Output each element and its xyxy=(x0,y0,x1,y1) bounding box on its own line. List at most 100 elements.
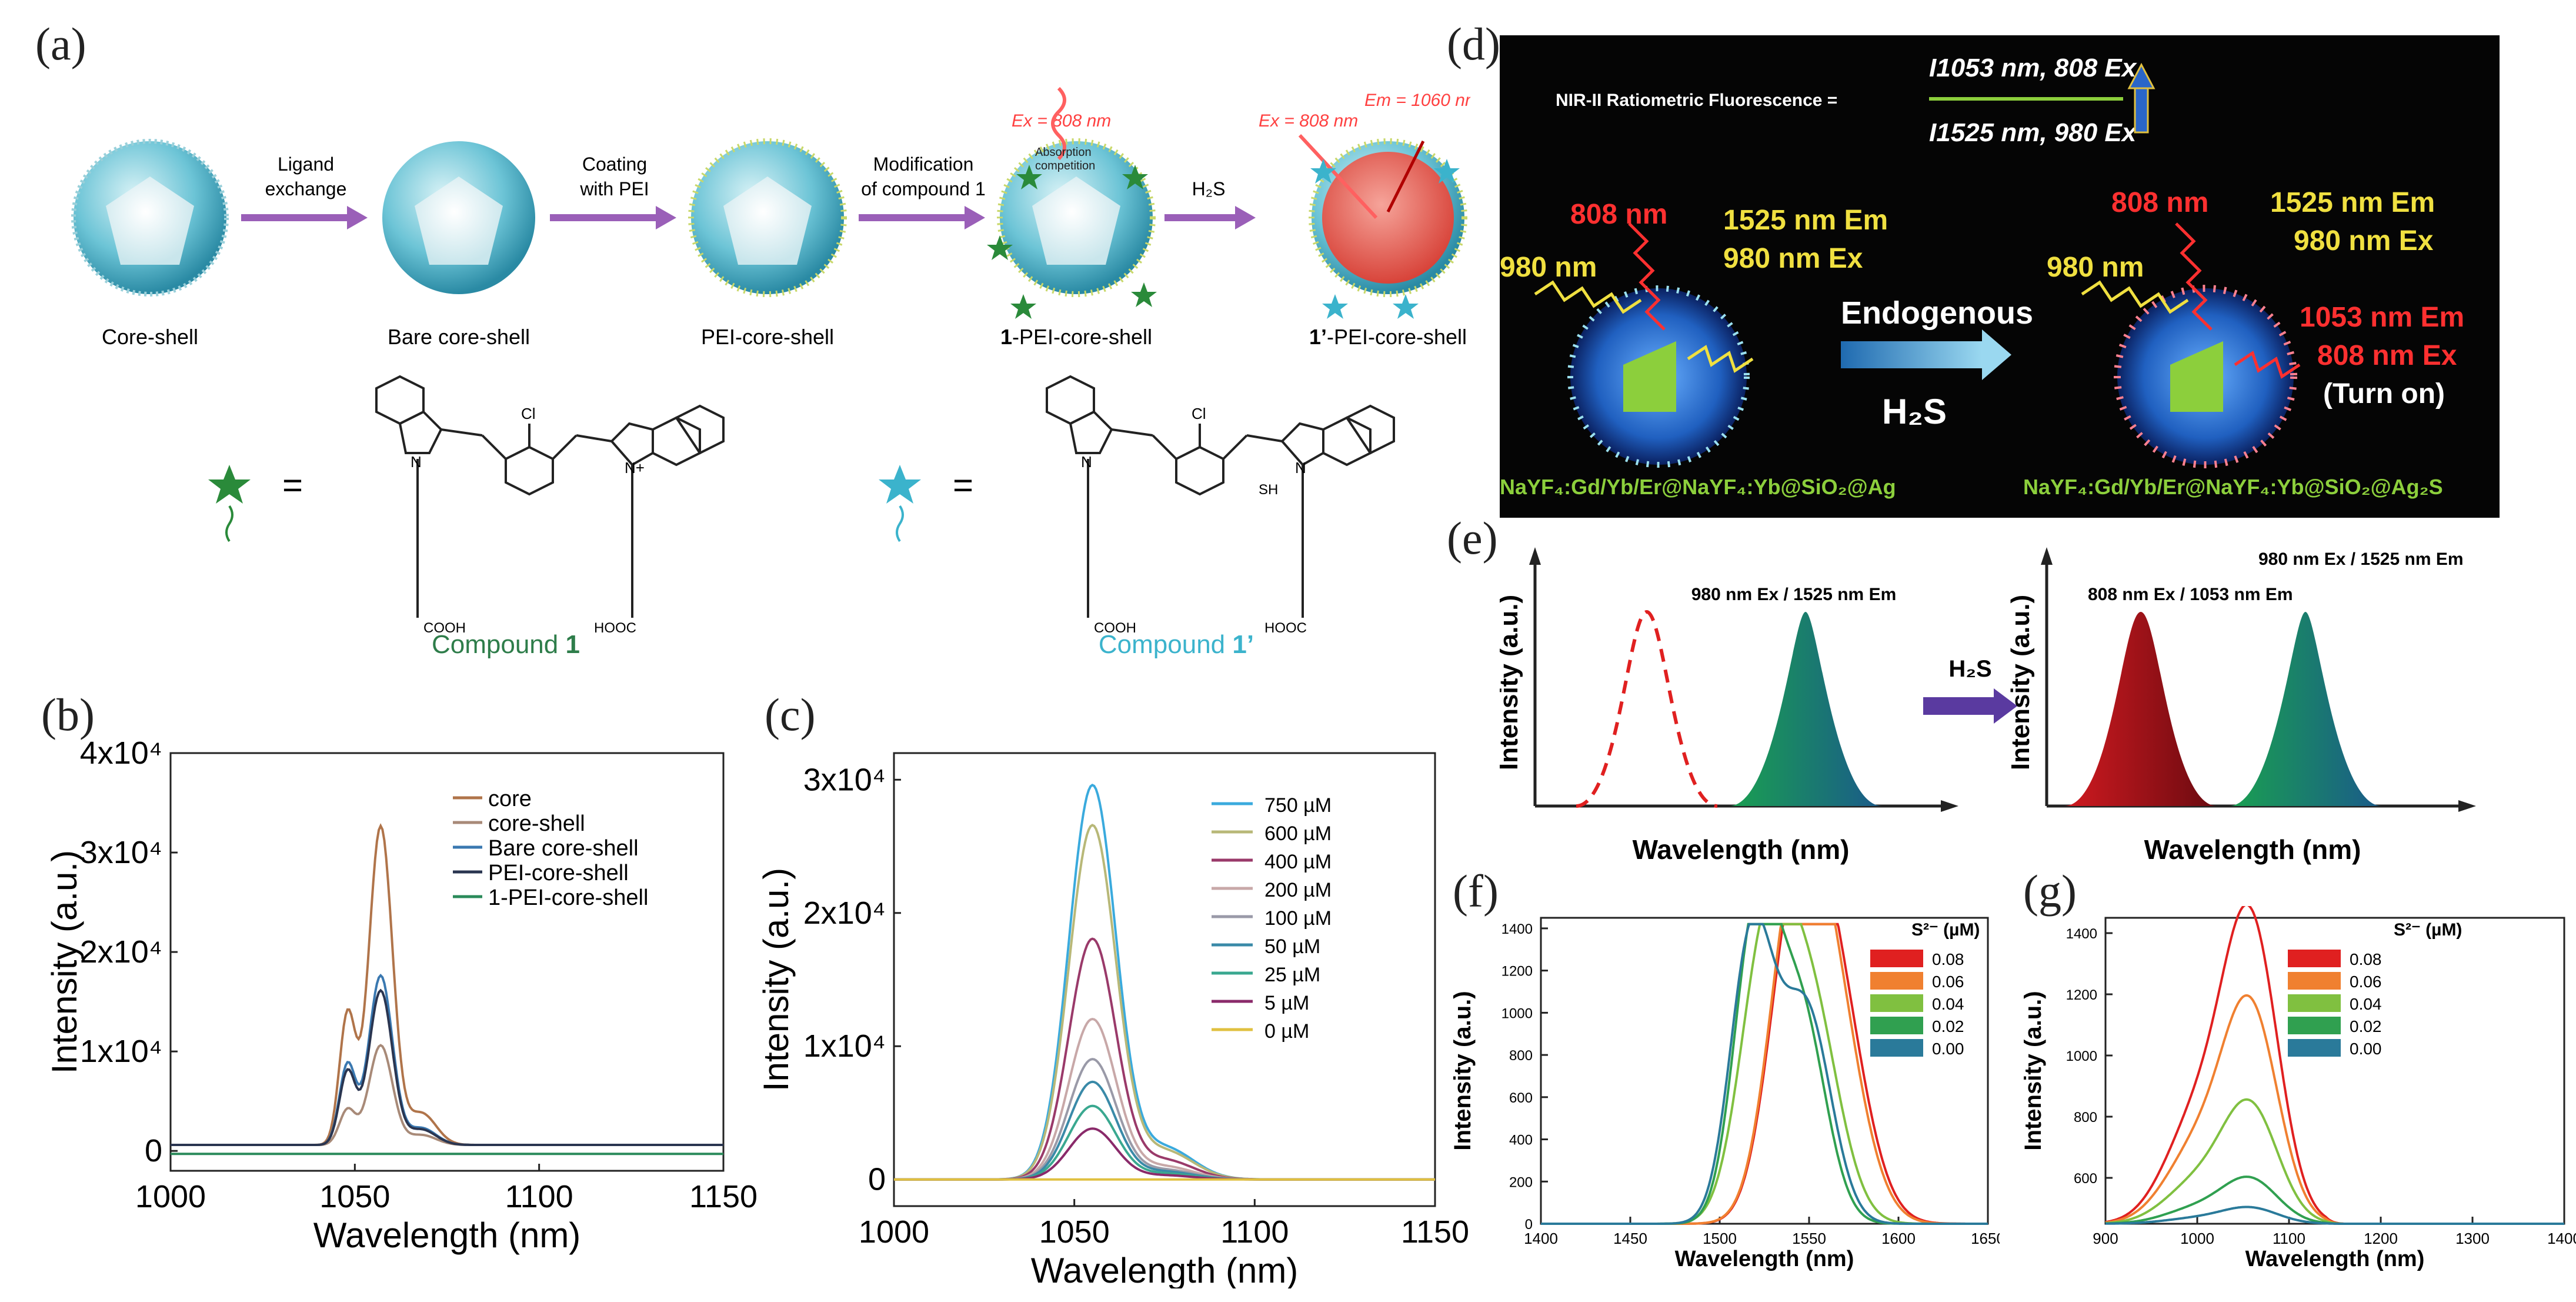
particle-2-label: Bare core-shell xyxy=(388,325,530,349)
right-808-beam xyxy=(2175,222,2213,331)
chem-hooc-1: HOOC xyxy=(594,620,636,636)
arrow-2-label-1: Coating xyxy=(582,154,647,175)
legend-label: 0.04 xyxy=(1932,995,1964,1013)
compound-1-legend: = xyxy=(208,465,303,542)
legend-title: S²⁻ (µM) xyxy=(1911,920,1980,940)
compound-star-icon xyxy=(1434,159,1460,184)
legend-label: 0.08 xyxy=(1932,950,1964,968)
legend-label: core-shell xyxy=(488,811,585,836)
y-tick-label: 1000 xyxy=(2066,1048,2097,1064)
e-right-peak1-label: 980 nm Ex / 1525 nm Em xyxy=(2258,550,2464,569)
legend-swatch xyxy=(2288,1017,2341,1034)
legend-label: core xyxy=(488,787,532,811)
ratiometric-title: NIR-II Ratiometric Fluorescence = xyxy=(1556,91,1837,110)
legend-swatch xyxy=(2288,1039,2341,1057)
y-tick-label: 0 xyxy=(868,1162,886,1197)
chem-cl-2: Cl xyxy=(1192,405,1206,422)
arrow-4: H₂S xyxy=(1164,178,1256,229)
formula-right: NaYF₄:Gd/Yb/Er@NaYF₄:Yb@SiO₂@Ag₂S xyxy=(2023,475,2443,499)
e-right-red-peak xyxy=(2064,612,2217,806)
x-tick-label: 1100 xyxy=(2273,1230,2305,1247)
absorption-label-1: Absorption xyxy=(1035,146,1092,159)
legend-swatch xyxy=(1870,1039,1923,1057)
particle-1 xyxy=(71,139,229,297)
legend-swatch xyxy=(2288,994,2341,1012)
arrow-1: Ligand exchange xyxy=(241,154,368,229)
e-left-ylabel: Intensity (a.u.) xyxy=(1500,595,1523,770)
e-right-peak2-label: 808 nm Ex / 1053 nm Em xyxy=(2088,585,2293,604)
y-axis-label: Intensity (a.u.) xyxy=(759,868,796,1091)
x-tick-label: 1150 xyxy=(1401,1214,1469,1250)
compound-1-structure xyxy=(375,375,725,618)
e-right-green-peak xyxy=(2229,612,2382,806)
y-tick-label: 4x10⁴ xyxy=(80,735,162,771)
emission-wave-icon xyxy=(1386,140,1425,213)
absorption-label-2: competition xyxy=(1035,159,1095,172)
x-tick-label: 1450 xyxy=(1613,1230,1647,1247)
chem-n-1: N xyxy=(411,453,422,471)
arrow-3: Modification of compound 1 xyxy=(859,154,986,229)
plot-frame xyxy=(169,752,725,1172)
panel-label-d: (d) xyxy=(1447,18,1500,69)
panel-a-schematic: Ex = 808 nm Absorption competition Ex = … xyxy=(71,86,1470,659)
right-808-label: 808 nm xyxy=(2111,187,2208,218)
endogenous-arrow xyxy=(1841,329,2011,380)
legend-label: 600 µM xyxy=(1264,823,1332,845)
series-line-3 xyxy=(171,988,723,1146)
left-1525-label: 1525 nm Em xyxy=(1723,205,1888,236)
compound-star-icon xyxy=(1016,165,1042,189)
y-tick-label: 3x10⁴ xyxy=(80,835,162,870)
x-tick-label: 1100 xyxy=(505,1179,573,1214)
ratio-denominator: I1525 nm, 980 Ex xyxy=(1929,118,2137,147)
y-tick-label: 1400 xyxy=(2066,926,2097,942)
plot-frame xyxy=(893,752,1436,1207)
particle-5-label: 1’-PEI-core-shell xyxy=(1309,325,1467,349)
em-label-2: Em = 1060 nm xyxy=(1364,91,1470,110)
right-980ex-label: 980 nm Ex xyxy=(2294,225,2434,257)
legend-label: 0 µM xyxy=(1264,1020,1309,1043)
chem-cooh-2: COOH xyxy=(1094,620,1136,636)
series-line-0 xyxy=(1541,923,1988,1225)
compound-star-icon xyxy=(1010,294,1036,319)
e-right-ylabel: Intensity (a.u.) xyxy=(2006,595,2035,770)
panel-d-schematic: NIR-II Ratiometric Fluorescence = I1053 … xyxy=(1500,35,2500,518)
left-emission-beam xyxy=(1687,345,1754,373)
particle-1-label: Core-shell xyxy=(102,325,198,349)
left-980-label: 980 nm xyxy=(1500,252,1597,283)
series-line-0 xyxy=(894,783,1435,1181)
y-tick-label: 1200 xyxy=(2066,987,2097,1003)
formula-left: NaYF₄:Gd/Yb/Er@NaYF₄:Yb@SiO₂@Ag xyxy=(1500,475,1896,499)
y-tick-label: 800 xyxy=(2074,1110,2097,1125)
chem-n-3: N xyxy=(1295,459,1306,477)
e-h2s-arrow xyxy=(1923,688,2017,724)
d-h2s-label: H₂S xyxy=(1882,392,1947,431)
panel-label-a: (a) xyxy=(35,18,86,69)
series-line-0 xyxy=(171,823,723,1146)
legend-label: 0.06 xyxy=(2350,973,2382,991)
series-line-1 xyxy=(894,824,1435,1181)
ratio-up-arrow-icon xyxy=(2127,62,2155,134)
panel-e-schematic: Intensity (a.u.) Wavelength (nm) 980 nm … xyxy=(1500,547,2476,865)
legend-swatch xyxy=(2288,972,2341,990)
y-tick-label: 800 xyxy=(1509,1048,1533,1064)
y-axis-label: Intensity (a.u.) xyxy=(1450,991,1476,1150)
endogenous-label: Endogenous xyxy=(1841,295,2033,331)
chem-sh: SH xyxy=(1259,482,1278,498)
x-tick-label: 1500 xyxy=(1703,1230,1737,1247)
chem-cl-1: Cl xyxy=(521,405,536,422)
y-axis-label: Intensity (a.u.) xyxy=(2020,991,2046,1150)
e-left-dashed-peak xyxy=(1576,610,1718,808)
particle-3 xyxy=(688,138,847,297)
x-tick-label: 1150 xyxy=(689,1179,758,1214)
particle-3-label: PEI-core-shell xyxy=(701,325,834,349)
panel-label-f: (f) xyxy=(1453,865,1499,917)
chem-cooh-1: COOH xyxy=(423,620,466,636)
legend-label: 400 µM xyxy=(1264,851,1332,873)
legend-swatch xyxy=(2288,950,2341,967)
x-tick-label: 1600 xyxy=(1881,1230,1916,1247)
x-tick-label: 1400 xyxy=(1524,1230,1558,1247)
series-line-4 xyxy=(2105,1206,2564,1225)
y-tick-label: 200 xyxy=(1509,1174,1533,1190)
